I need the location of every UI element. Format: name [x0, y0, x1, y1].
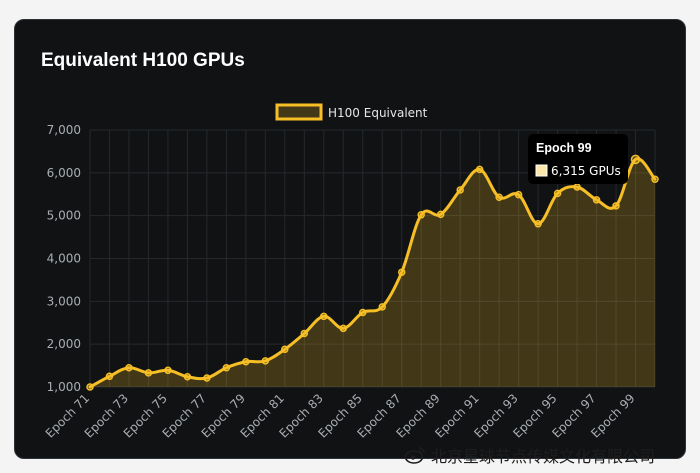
y-tick-label: 6,000	[47, 166, 81, 180]
data-point	[612, 202, 620, 210]
y-tick-label: 2,000	[47, 337, 81, 351]
y-tick-label: 5,000	[47, 209, 81, 223]
data-point	[630, 154, 641, 165]
y-tick-label: 1,000	[47, 380, 81, 394]
data-point	[534, 220, 542, 228]
data-point	[573, 183, 581, 191]
tooltip: Epoch 99 6,315 GPUs	[528, 134, 628, 184]
data-point	[417, 211, 425, 219]
series-points	[86, 154, 659, 391]
y-tick-label: 7,000	[47, 123, 81, 137]
data-point	[183, 372, 192, 381]
y-tick-label: 3,000	[47, 294, 81, 308]
data-point	[378, 303, 386, 311]
data-point	[456, 186, 464, 194]
data-point	[592, 196, 601, 204]
legend-swatch	[275, 103, 323, 121]
data-point	[105, 372, 114, 381]
data-point	[320, 312, 328, 321]
data-point	[495, 193, 503, 201]
watermark: 北京星球节点传媒文化有限公司	[404, 443, 655, 467]
data-point	[222, 363, 231, 372]
data-point	[86, 383, 94, 391]
data-point	[261, 357, 270, 365]
watermark-text: 北京星球节点传媒文化有限公司	[431, 447, 656, 466]
data-point	[164, 366, 172, 375]
data-point	[203, 374, 211, 382]
grid-lines	[89, 129, 656, 388]
series-area-fill	[90, 158, 655, 387]
weibo-icon	[404, 447, 425, 464]
y-tick-label: 4,000	[47, 252, 81, 266]
chart-card: Equivalent H100 GPUs 1,000 2,000 3,000 4,00…	[14, 19, 686, 459]
tooltip-value: 6,315 GPUs	[551, 164, 621, 178]
data-point	[242, 357, 250, 366]
legend: H100 Equivalent	[275, 103, 428, 121]
data-point	[339, 324, 348, 333]
data-point	[125, 363, 133, 372]
area-chart: 1,000 2,000 3,000 4,000 5,000 6,000 7,000 Epoch…	[43, 103, 659, 441]
tooltip-swatch	[535, 164, 548, 177]
data-point	[359, 308, 367, 317]
data-point	[553, 189, 562, 198]
tooltip-title: Epoch 99	[536, 141, 592, 155]
data-point	[144, 369, 153, 377]
data-point	[300, 329, 309, 338]
series-line	[88, 157, 657, 389]
data-point	[436, 210, 445, 219]
data-point	[281, 345, 289, 354]
data-point	[514, 190, 523, 199]
data-point	[651, 175, 659, 184]
legend-label: H100 Equivalent	[328, 106, 428, 120]
data-point	[475, 165, 484, 174]
chart-title: Equivalent H100 GPUs	[41, 50, 245, 71]
data-point	[397, 268, 406, 276]
tooltip-box	[528, 134, 628, 184]
